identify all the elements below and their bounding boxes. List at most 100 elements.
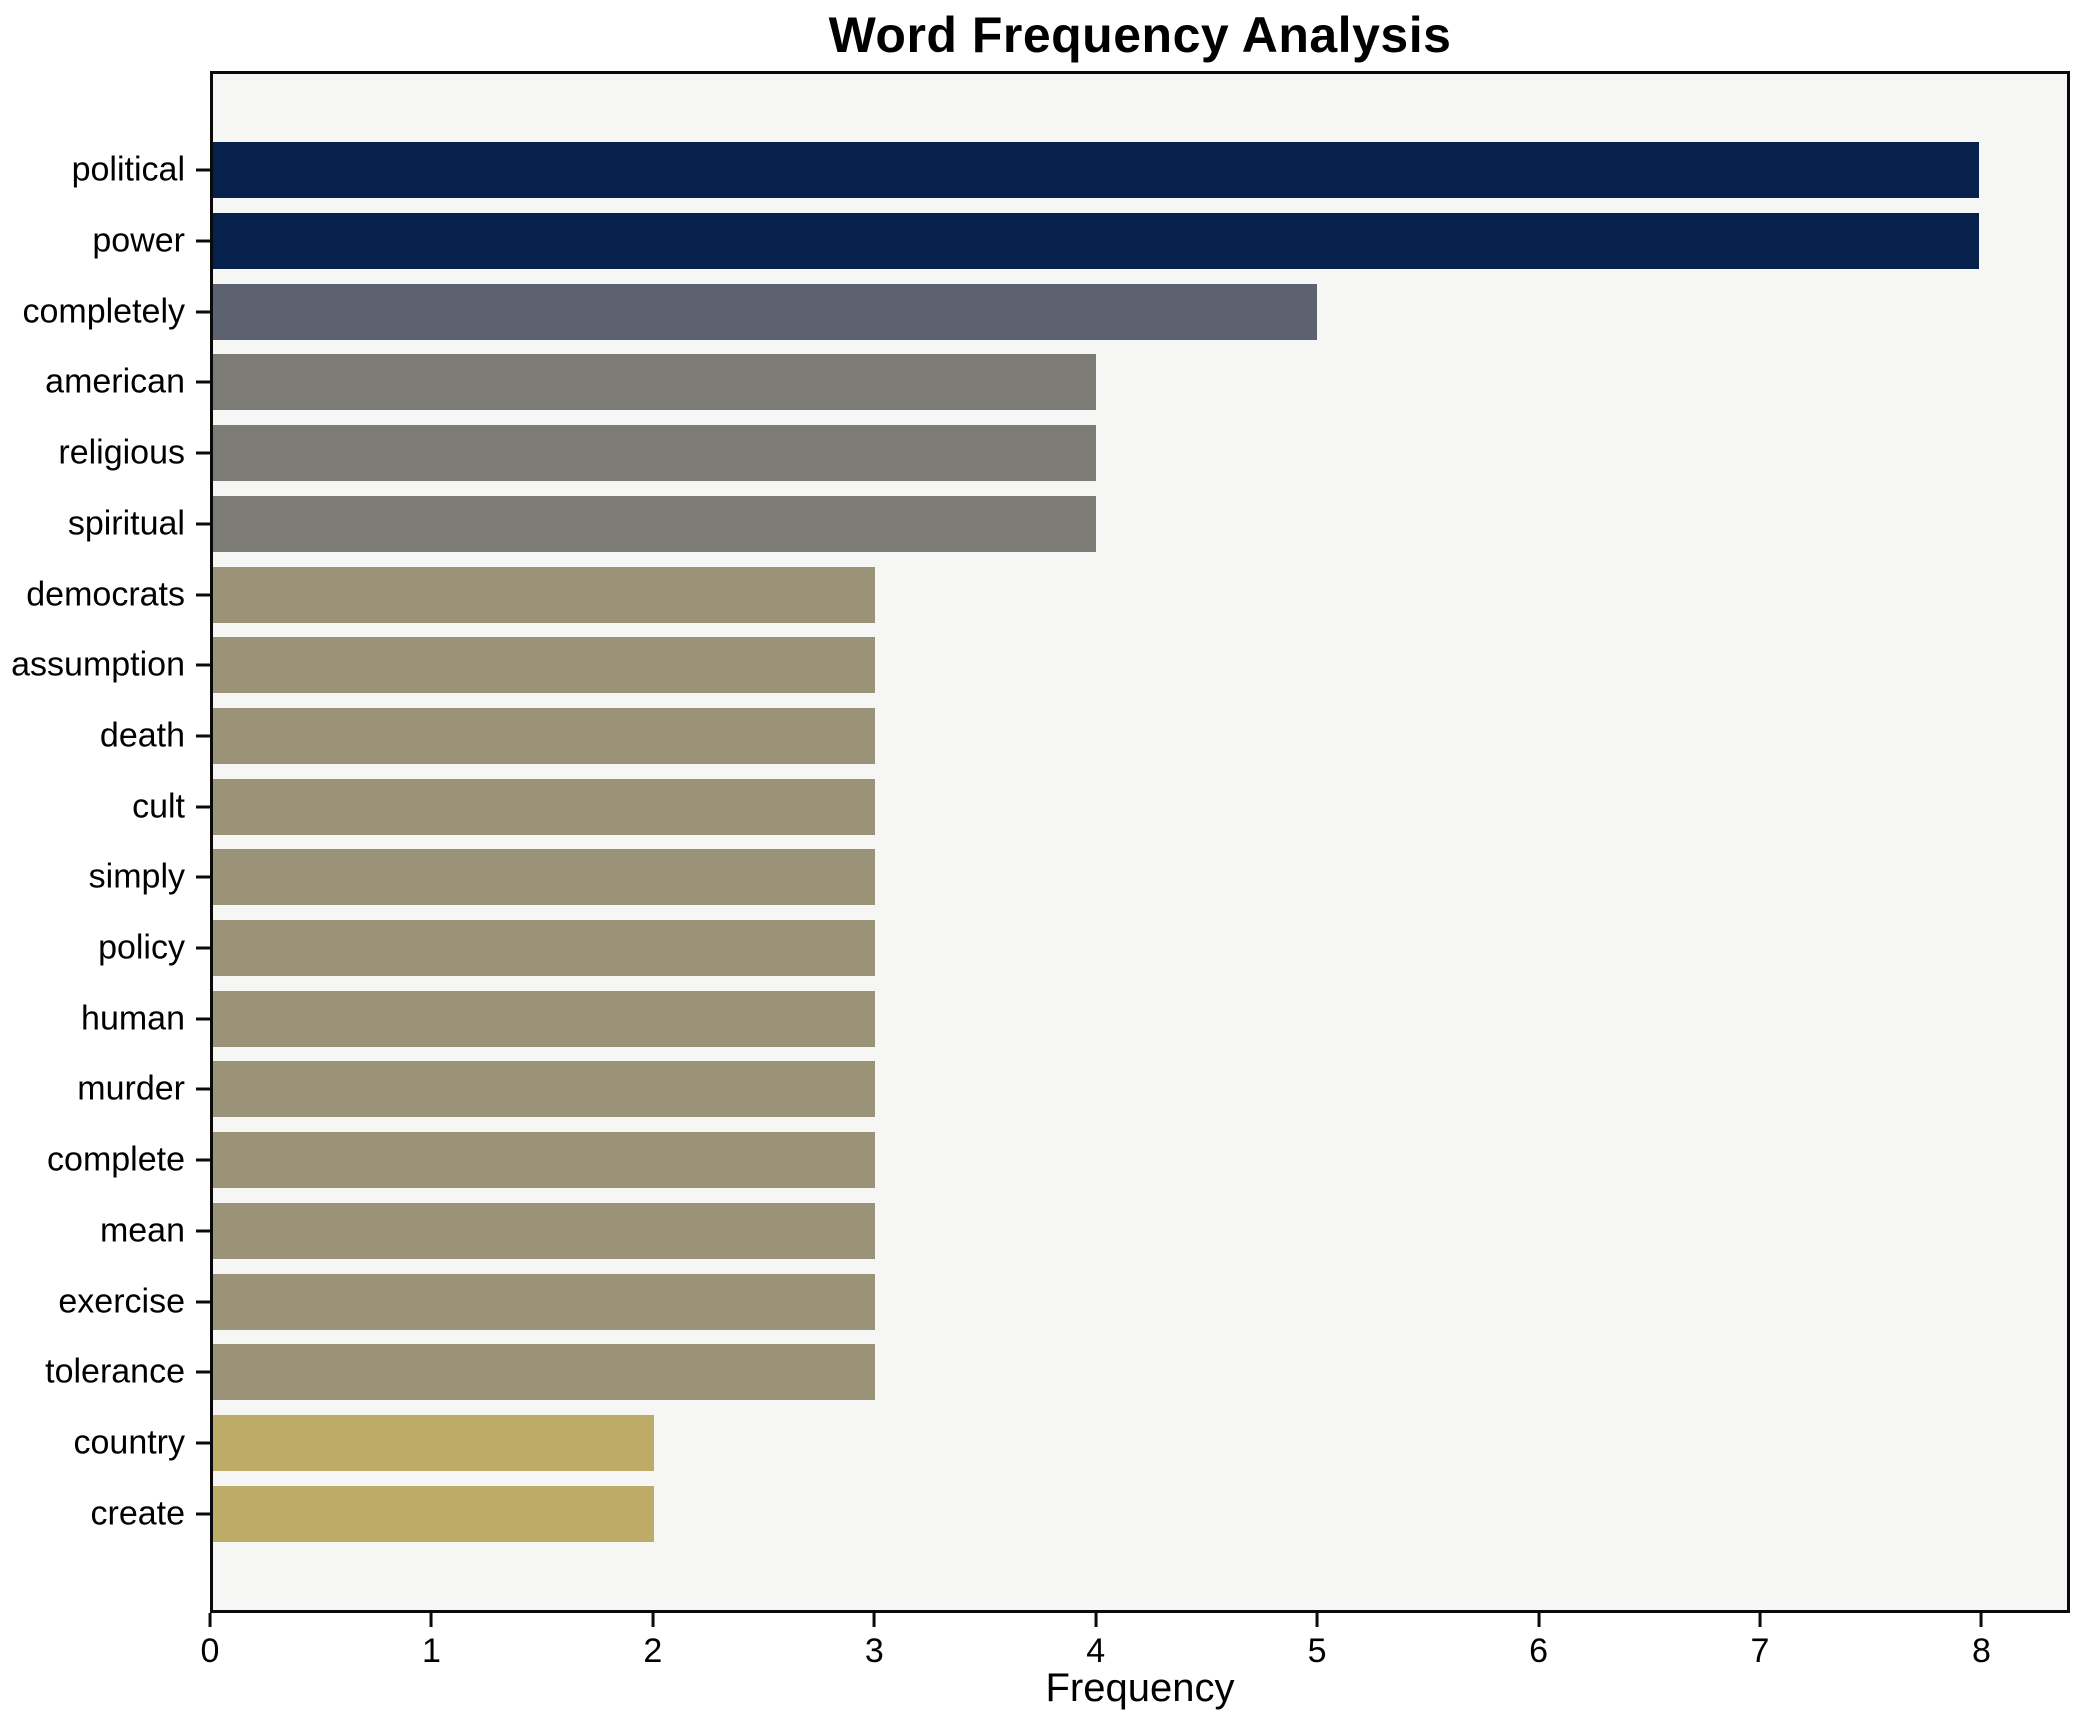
y-axis-tick <box>196 451 210 455</box>
bar-row: cult <box>132 771 2067 842</box>
x-tick-label: 4 <box>1086 1632 1106 1670</box>
bar-row: mean <box>100 1196 2067 1267</box>
bar-row: political <box>72 135 2067 206</box>
y-axis-tick <box>196 946 210 950</box>
y-axis-category-label: country <box>73 1423 186 1462</box>
y-axis-category-label: mean <box>99 1211 185 1250</box>
bar <box>213 142 1979 199</box>
y-axis-tick <box>196 1370 210 1374</box>
y-axis-category-label: political <box>71 150 185 189</box>
plot-area: political power completely american religiou… <box>11 71 2070 1613</box>
y-axis-category-label: completely <box>22 292 185 331</box>
y-axis-tick <box>196 1158 210 1162</box>
y-axis-tick <box>196 168 210 172</box>
x-tick-mark <box>429 1613 433 1627</box>
y-axis-category-label: human <box>81 999 185 1038</box>
y-axis-category-label: power <box>92 221 185 260</box>
x-tick: 7 <box>1750 1613 1770 1671</box>
bar <box>213 566 876 623</box>
y-axis-category-label: assumption <box>11 645 185 684</box>
bar <box>213 1273 876 1330</box>
bar-row: death <box>100 701 2067 772</box>
x-tick-label: 2 <box>643 1632 663 1670</box>
x-tick-label: 8 <box>1971 1632 1991 1670</box>
y-axis-category-label: democrats <box>26 575 185 614</box>
y-axis-tick <box>196 875 210 879</box>
x-tick-label: 7 <box>1750 1632 1770 1670</box>
y-axis-tick <box>196 380 210 384</box>
x-tick-mark <box>1537 1613 1541 1627</box>
bar-row: american <box>45 347 2067 418</box>
y-axis-tick <box>196 239 210 243</box>
y-axis-category-label: religious <box>58 433 185 472</box>
bar <box>213 778 876 835</box>
y-axis-tick <box>196 1229 210 1233</box>
x-tick-mark <box>1315 1613 1319 1627</box>
x-tick: 6 <box>1529 1613 1548 1671</box>
y-axis-tick <box>196 1512 210 1516</box>
bar-row: human <box>81 983 2067 1054</box>
x-tick-label: 0 <box>200 1632 220 1670</box>
bar-row: power <box>92 206 2067 277</box>
x-tick-mark <box>1979 1613 1983 1627</box>
x-tick-mark <box>872 1613 876 1627</box>
y-axis-tick <box>196 1441 210 1445</box>
y-axis-tick <box>196 734 210 738</box>
y-axis-category-label: exercise <box>58 1282 185 1321</box>
chart-title: Word Frequency Analysis <box>828 7 1452 63</box>
bar-row: simply <box>89 842 2067 913</box>
y-axis-category-label: american <box>45 362 185 401</box>
x-tick: 2 <box>643 1613 662 1671</box>
bar <box>213 1061 876 1118</box>
bar <box>213 213 1979 270</box>
x-tick: 3 <box>865 1613 884 1671</box>
x-tick-label: 1 <box>421 1632 441 1670</box>
bar <box>213 425 1096 482</box>
x-tick: 4 <box>1086 1613 1105 1671</box>
bar-row: religious <box>58 418 2067 489</box>
bar-row: completely <box>22 276 2067 347</box>
y-axis-tick <box>196 663 210 667</box>
y-axis-category-label: policy <box>98 928 185 967</box>
bars-container: political power completely american religiou… <box>11 74 2067 1610</box>
y-axis-tick <box>196 522 210 526</box>
bar <box>213 354 1096 411</box>
bar-row: assumption <box>11 630 2067 701</box>
bar <box>213 1344 876 1401</box>
x-tick: 1 <box>422 1613 441 1671</box>
y-axis-category-label: simply <box>88 857 185 896</box>
bar <box>213 1415 655 1471</box>
bar <box>213 920 876 977</box>
y-axis-category-label: complete <box>47 1140 185 1179</box>
y-axis-tick <box>196 310 210 314</box>
bar-row: policy <box>98 913 2067 984</box>
x-tick-mark <box>1094 1613 1098 1627</box>
bar <box>213 495 1096 552</box>
bar-row: exercise <box>58 1266 2067 1337</box>
x-axis-label: Frequency <box>1045 1666 1235 1710</box>
y-axis-category-label: murder <box>77 1069 185 1108</box>
bar-row: murder <box>77 1054 2067 1125</box>
x-tick: 0 <box>200 1613 220 1671</box>
bar-row: spiritual <box>68 489 2067 560</box>
y-axis-category-label: cult <box>132 787 185 826</box>
y-axis-category-label: tolerance <box>45 1352 185 1391</box>
y-axis-category-label: death <box>99 716 185 755</box>
bar-row: complete <box>47 1125 2067 1196</box>
bar <box>213 707 876 764</box>
x-tick: 5 <box>1308 1613 1327 1671</box>
x-axis-ticks: 0 1 2 3 4 5 6 7 8 <box>201 1613 2070 1713</box>
bar <box>213 849 876 906</box>
y-axis-tick <box>196 593 210 597</box>
y-axis-category-label: spiritual <box>67 504 185 543</box>
y-axis-tick <box>196 1017 210 1021</box>
x-tick: 8 <box>1972 1613 1991 1671</box>
x-tick-label: 3 <box>864 1632 884 1670</box>
bar <box>213 1132 876 1189</box>
bar-row: create <box>91 1478 2067 1549</box>
y-axis-tick <box>196 805 210 809</box>
x-tick-label: 6 <box>1529 1632 1549 1670</box>
x-tick-mark <box>208 1613 212 1627</box>
x-tick-mark <box>1758 1613 1762 1627</box>
bar <box>213 637 876 694</box>
